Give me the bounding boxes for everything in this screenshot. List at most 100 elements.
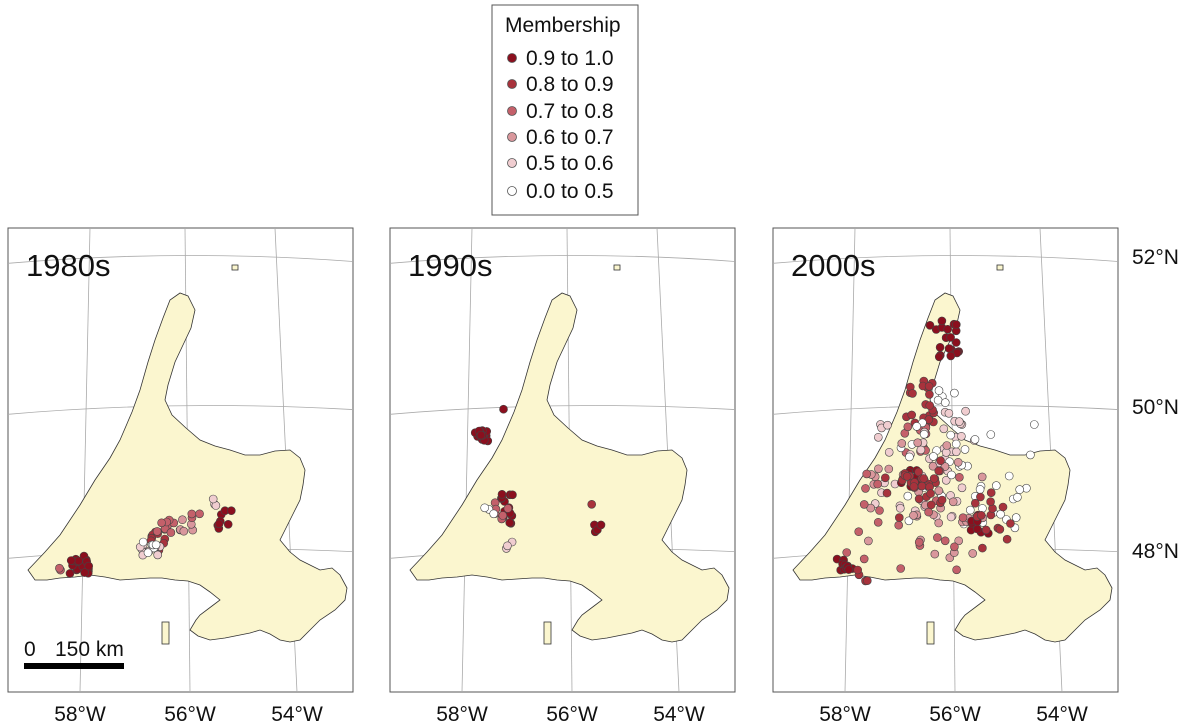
site-point bbox=[934, 352, 944, 362]
panel-title: 1990s bbox=[408, 248, 492, 283]
site-point bbox=[981, 525, 991, 535]
site-point bbox=[929, 452, 938, 461]
site-point bbox=[928, 461, 938, 471]
site-point bbox=[882, 488, 892, 498]
site-point bbox=[916, 445, 926, 455]
site-point bbox=[966, 505, 975, 515]
site-point bbox=[935, 342, 945, 352]
site-point bbox=[986, 430, 996, 439]
site-point bbox=[1015, 485, 1024, 494]
site-point bbox=[952, 447, 961, 457]
site-point bbox=[55, 563, 64, 573]
site-point bbox=[933, 395, 943, 405]
legend-marker bbox=[507, 186, 517, 196]
map-body bbox=[390, 228, 735, 692]
site-point bbox=[946, 512, 956, 522]
graticule bbox=[844, 228, 856, 692]
site-point bbox=[977, 510, 986, 520]
site-point bbox=[873, 517, 883, 527]
site-point bbox=[986, 497, 995, 507]
site-point bbox=[863, 576, 872, 586]
site-point bbox=[976, 492, 985, 502]
site-point bbox=[166, 528, 176, 537]
site-point bbox=[503, 541, 512, 551]
site-point bbox=[909, 511, 918, 520]
site-point bbox=[934, 386, 944, 395]
panel-title: 1980s bbox=[26, 248, 110, 283]
site-point bbox=[883, 420, 892, 430]
site-point bbox=[903, 491, 913, 501]
site-point bbox=[955, 472, 964, 482]
scale-label: 0 bbox=[24, 638, 36, 661]
site-point bbox=[971, 498, 980, 508]
scale-bar-line bbox=[24, 663, 124, 669]
site-point bbox=[596, 520, 606, 530]
site-point bbox=[187, 509, 197, 519]
site-point bbox=[951, 439, 961, 449]
site-point bbox=[919, 474, 928, 483]
legend-marker bbox=[507, 158, 517, 168]
site-point bbox=[926, 500, 936, 510]
site-point bbox=[84, 561, 93, 571]
legend: Membership 0.9 to 1.0 0.8 to 0.9 0.7 to 0.… bbox=[491, 4, 639, 216]
site-point bbox=[866, 503, 875, 513]
legend-label: 0.7 to 0.8 bbox=[526, 100, 614, 123]
site-point bbox=[913, 438, 922, 448]
site-point bbox=[909, 482, 919, 491]
site-point bbox=[977, 472, 987, 482]
site-point bbox=[862, 469, 871, 479]
site-point bbox=[936, 456, 945, 466]
legend-marker bbox=[507, 53, 517, 63]
site-point bbox=[998, 502, 1008, 512]
legend-marker bbox=[507, 132, 517, 142]
site-point bbox=[1002, 534, 1012, 544]
site-point bbox=[941, 398, 950, 407]
site-point bbox=[505, 518, 514, 528]
site-point bbox=[924, 507, 933, 517]
site-point bbox=[961, 406, 970, 416]
legend-marker bbox=[507, 106, 517, 116]
site-point bbox=[874, 432, 883, 442]
small-island bbox=[996, 264, 1004, 271]
lat-label: 48°N bbox=[1132, 540, 1179, 563]
site-point bbox=[929, 474, 939, 483]
site-point bbox=[143, 548, 153, 558]
map-body bbox=[8, 228, 353, 692]
site-point bbox=[925, 401, 934, 410]
site-point bbox=[948, 497, 958, 507]
scale-label: 150 km bbox=[55, 638, 124, 661]
site-point bbox=[952, 565, 961, 575]
graticule bbox=[461, 228, 473, 692]
legend-label: 0.9 to 1.0 bbox=[526, 47, 614, 70]
graticule bbox=[390, 255, 735, 264]
site-point bbox=[933, 533, 942, 542]
graticule bbox=[79, 228, 91, 692]
site-point bbox=[957, 431, 966, 441]
site-point bbox=[864, 536, 873, 546]
site-point bbox=[960, 445, 970, 454]
site-point bbox=[214, 519, 224, 529]
site-point bbox=[80, 568, 89, 577]
graticule bbox=[773, 255, 1118, 264]
site-point bbox=[853, 565, 862, 575]
site-point bbox=[942, 441, 952, 450]
lon-label: 54°W bbox=[653, 703, 705, 725]
legend-marker bbox=[507, 79, 517, 89]
small-island bbox=[161, 621, 170, 645]
site-point bbox=[925, 320, 935, 330]
site-point bbox=[1029, 420, 1039, 429]
site-point bbox=[905, 452, 914, 462]
site-point bbox=[497, 489, 507, 499]
site-point bbox=[951, 338, 961, 347]
small-island bbox=[926, 621, 935, 645]
small-island bbox=[543, 621, 552, 645]
lon-label: 56°W bbox=[546, 703, 598, 725]
site-point bbox=[950, 542, 959, 552]
site-point bbox=[480, 503, 489, 513]
lat-labels: 52°N 50°N 48°N bbox=[1132, 246, 1179, 563]
site-point bbox=[1013, 492, 1022, 502]
map-body bbox=[773, 228, 1118, 692]
site-point bbox=[940, 536, 950, 546]
site-point bbox=[873, 479, 882, 489]
site-point bbox=[859, 500, 869, 509]
